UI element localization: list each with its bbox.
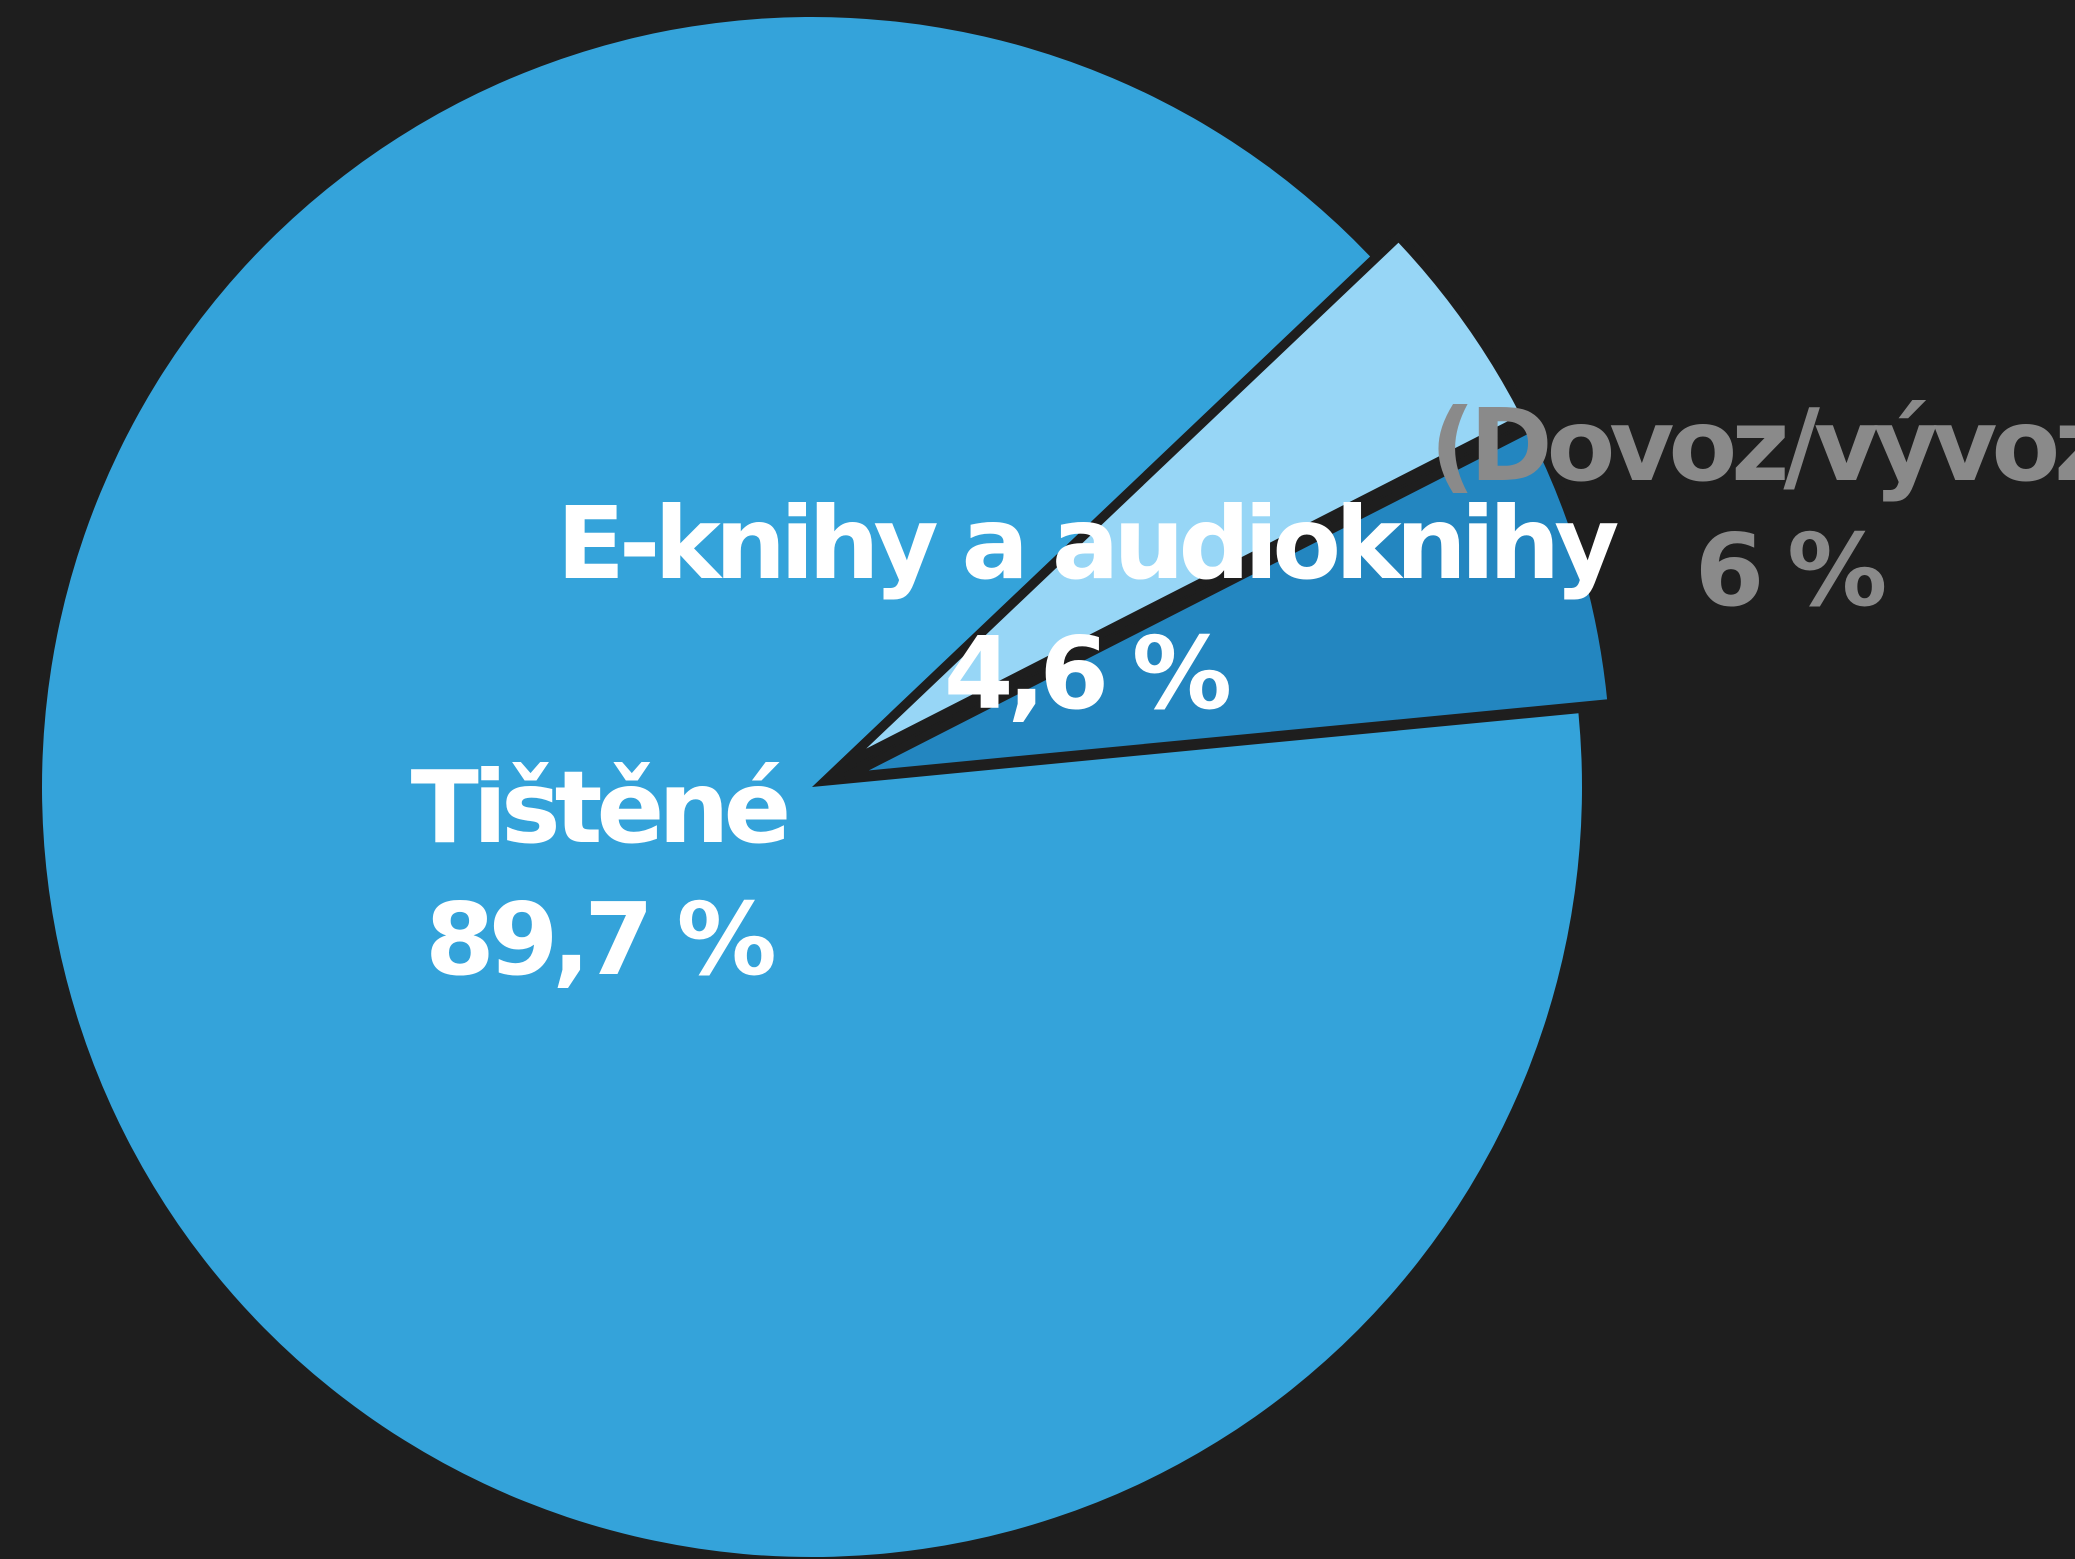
slice-value-import-export: 6 %: [1695, 512, 1885, 629]
slices-layer: [41, 17, 1617, 1557]
slice-import-export: [843, 421, 1617, 782]
slice-label-import-export: (Dovoz/vývoz): [1430, 387, 2075, 504]
slice-label-printed: Tištěné: [411, 749, 787, 866]
labels-layer: Tištěné 89,7 % E-knihy a audioknihy 4,6 …: [411, 387, 2075, 998]
slice-ebooks: [837, 229, 1533, 771]
slice-label-ebooks: E-knihy a audioknihy: [557, 485, 1619, 602]
slice-value-printed: 89,7 %: [425, 881, 775, 998]
slice-value-ebooks: 4,6 %: [944, 615, 1230, 732]
slice-printed: [41, 17, 1582, 1557]
